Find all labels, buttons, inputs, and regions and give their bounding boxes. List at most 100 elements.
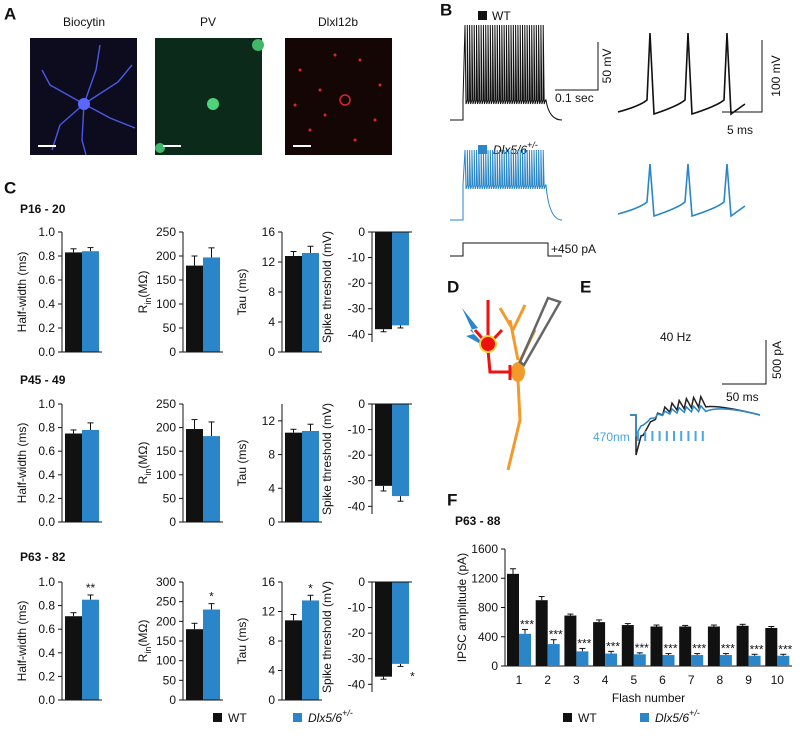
bar [765, 627, 778, 666]
subscript: in [143, 647, 153, 654]
legend-swatch [293, 713, 302, 722]
bar [82, 251, 99, 352]
bar [691, 655, 704, 666]
significance: *** [692, 642, 706, 656]
y-tick-label: 8 [268, 285, 275, 299]
y-tick-label: 0 [491, 659, 498, 673]
bar [82, 429, 99, 522]
x-tick-label: 7 [688, 673, 695, 687]
image-label: Biocytin [63, 15, 105, 29]
scale-label: 50 mV [600, 49, 614, 84]
bar [375, 582, 392, 677]
y-tick-label: 50 [163, 673, 177, 687]
bar [186, 265, 203, 352]
bar [302, 430, 319, 522]
bar [535, 600, 548, 666]
bar [375, 232, 392, 330]
chart-title: P63 - 88 [455, 514, 501, 528]
panel-label: D [447, 278, 459, 297]
y-tick-label: 0.8 [38, 249, 55, 263]
y-tick-label: 4 [268, 481, 275, 495]
y-tick-label: 400 [478, 630, 498, 644]
significance: * [410, 669, 415, 683]
subscript: (MΩ) [136, 620, 150, 647]
y-tick-label: 0.2 [38, 321, 55, 335]
y-tick-label: -30 [348, 474, 366, 488]
y-tick-label: 4 [268, 315, 275, 329]
legend-label: WT [228, 711, 247, 725]
soma [78, 98, 90, 110]
significance: * [308, 581, 313, 595]
interneuron [473, 300, 512, 380]
legend-swatch [478, 145, 487, 154]
scale-label: 500 pA [770, 341, 784, 379]
y-tick-label: 0 [358, 397, 365, 411]
bar [719, 655, 732, 666]
pyramidal-neuron [498, 304, 537, 471]
bar [302, 600, 319, 700]
zoom-trace-wt [617, 32, 746, 116]
legend-label: WT [492, 9, 511, 23]
bar [576, 651, 589, 666]
panel-label: B [440, 1, 452, 20]
y-tick-label: 50 [163, 321, 177, 335]
bar [65, 252, 82, 352]
superscript: +/- [342, 708, 353, 718]
y-tick-label: 50 [163, 491, 177, 505]
bar [748, 655, 761, 666]
significance: *** [635, 641, 649, 655]
x-tick-label: 2 [544, 673, 551, 687]
trace-mutant [450, 149, 563, 221]
y-tick-label: 0 [268, 345, 275, 359]
row-title: P63 - 82 [20, 550, 66, 564]
significance: *** [750, 642, 764, 656]
row-title: P16 - 20 [20, 202, 66, 216]
bar [203, 436, 220, 522]
frequency-label: 40 Hz [660, 330, 691, 344]
bar [707, 626, 720, 666]
y-axis-label: Rin(MΩ) [136, 442, 153, 485]
scale-bar [722, 40, 763, 113]
y-tick-label: 100 [156, 654, 176, 668]
legend-label: WT [578, 711, 597, 725]
significance: *** [778, 642, 792, 656]
scale-label: 100 mV [769, 55, 783, 96]
legend-label: Dlx5/6+/- [308, 708, 353, 725]
bar [679, 626, 692, 666]
y-tick-label: 200 [156, 421, 176, 435]
ipsc-wt [630, 394, 761, 456]
y-tick-label: 16 [262, 575, 276, 589]
y-tick-label: 0.6 [38, 444, 55, 458]
y-tick-label: 0.2 [38, 491, 55, 505]
bar [203, 257, 220, 352]
text-part: R [136, 475, 150, 484]
y-axis-label: IPSC amplitude (pA) [455, 553, 469, 662]
bar [777, 655, 790, 666]
y-tick-label: 0.0 [38, 345, 55, 359]
image-label: PV [200, 15, 216, 29]
y-tick-label: 200 [156, 614, 176, 628]
text-part: R [136, 653, 150, 662]
y-tick-label: 100 [156, 297, 176, 311]
bar [203, 609, 220, 700]
bar [605, 653, 618, 666]
bar [285, 256, 302, 352]
light-label: 470nm [593, 430, 630, 444]
y-tick-label: 8 [268, 448, 275, 462]
y-tick-label: -10 [348, 251, 366, 265]
legend-swatch [213, 713, 222, 722]
significance: *** [520, 617, 534, 631]
neuron-trace [41, 44, 136, 156]
panel-label: C [4, 179, 16, 198]
y-tick-label: 12 [262, 414, 276, 428]
image-label: Dlxl12b [318, 15, 358, 29]
y-tick-label: 1600 [471, 542, 498, 556]
scale-label: 5 ms [727, 123, 753, 137]
bar [547, 644, 560, 666]
bar [736, 625, 749, 666]
y-tick-label: -30 [348, 652, 366, 666]
subscript: (MΩ) [136, 442, 150, 469]
y-tick-label: 250 [156, 225, 176, 239]
bar [519, 633, 531, 666]
y-tick-label: 0 [268, 693, 275, 707]
